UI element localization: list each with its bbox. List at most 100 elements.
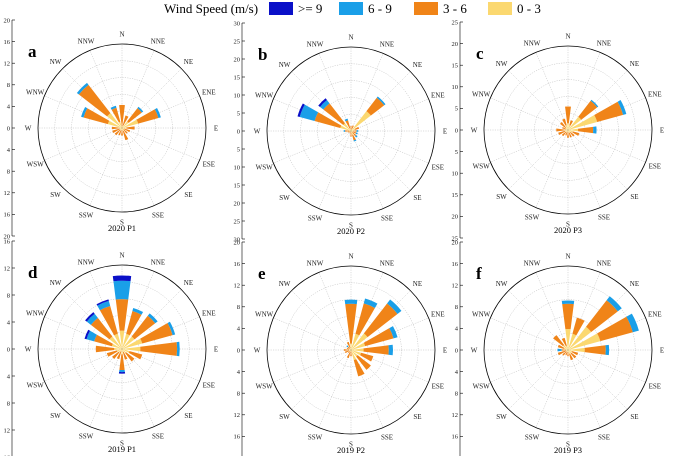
- petal-ese-bin-2: [572, 131, 580, 136]
- spoke-line: [535, 52, 569, 131]
- petal-ene-bin-2: [594, 101, 624, 123]
- outer-circle: [483, 265, 653, 435]
- petal-e-bin-2: [353, 130, 357, 132]
- radial-axis-tick-label: 4: [7, 319, 11, 326]
- petal-nne-bin-3: [568, 333, 577, 350]
- panel-caption: 2020 P2: [337, 226, 365, 236]
- radial-axis-tick-label: 25: [234, 218, 241, 225]
- petal-n-bin-2: [565, 106, 571, 124]
- petal-ssw-bin-3: [349, 350, 351, 353]
- petal-nnw-bin-2: [99, 305, 118, 336]
- direction-label-wnw: WNW: [472, 311, 491, 319]
- petal-ese-bin-2: [128, 351, 143, 360]
- petal-sse-bin-3: [351, 131, 354, 136]
- spoke-line: [567, 349, 628, 410]
- radial-axis-tick-label: 8: [7, 169, 10, 176]
- petal-ene-bin-2: [363, 328, 394, 347]
- radial-axis-tick-label: 8: [7, 82, 10, 89]
- petal-nw-bin-3: [349, 348, 351, 350]
- spoke-line: [291, 290, 352, 351]
- petal-sse-bin-3: [568, 130, 570, 133]
- petal-se-bin-2: [356, 355, 371, 370]
- petal-wnw-bin-0: [84, 329, 91, 340]
- radial-axis-tick-label: 4: [455, 326, 459, 333]
- spoke-line: [567, 290, 628, 351]
- radial-axis-tick-label: 8: [455, 391, 458, 398]
- spoke-line: [350, 290, 411, 351]
- petal-ne-bin-1: [376, 96, 386, 106]
- spoke-line: [567, 129, 628, 190]
- direction-label-ne: NE: [413, 61, 422, 69]
- petal-n-bin-2: [350, 125, 352, 131]
- direction-label-se: SE: [413, 413, 421, 421]
- legend-label-bin-1: 6 - 9: [368, 1, 392, 16]
- petal-sse-bin-1: [353, 139, 357, 142]
- radial-axis-tick-label: 10: [452, 84, 459, 91]
- petal-wsw-bin-2: [106, 350, 118, 357]
- petal-nne-bin-3: [122, 125, 124, 128]
- petal-s-bin-3: [121, 349, 123, 355]
- radial-axis-tick-label: 12: [452, 412, 459, 419]
- petal-s-bin-2: [121, 130, 123, 136]
- petal-wsw-bin-2: [347, 131, 351, 133]
- petal-nne-bin-3: [122, 333, 130, 349]
- petal-e-bin-2: [584, 345, 606, 355]
- radial-axis-tick-label: 0: [237, 347, 240, 354]
- petal-e-bin-3: [122, 127, 127, 129]
- grid-circle: [283, 63, 419, 199]
- direction-label-n: N: [565, 253, 570, 261]
- petal-nne-bin-3: [351, 129, 352, 131]
- wind-rose-panel-b: N NNE NE ENE E ESE SE SSE S SSW SW WSW W WNW NW NNW 30 25…: [234, 20, 448, 243]
- direction-label-ese: ESE: [649, 162, 661, 170]
- petal-e-bin-3: [351, 348, 364, 352]
- direction-label-ne: NE: [413, 280, 422, 288]
- petal-ssw-bin-2: [565, 351, 568, 356]
- petal-w-bin-2: [556, 128, 565, 132]
- petal-nw-bin-0: [318, 98, 327, 107]
- spoke-line: [535, 272, 569, 351]
- spoke-line: [273, 317, 352, 351]
- petal-wnw-bin-2: [346, 347, 350, 350]
- spoke-line: [567, 272, 601, 351]
- grid-circle: [517, 79, 619, 181]
- petal-ne-bin-3: [351, 111, 371, 131]
- direction-label-n: N: [348, 34, 353, 42]
- petal-n-bin-3: [567, 123, 569, 130]
- petal-se-bin-3: [351, 131, 353, 133]
- direction-label-ene: ENE: [431, 92, 445, 100]
- radial-axis-tick-label: 25: [452, 19, 459, 26]
- petal-wsw-bin-3: [564, 130, 568, 132]
- petal-wsw-bin-2: [558, 130, 566, 135]
- petal-nw-bin-1: [320, 100, 330, 110]
- petal-ese-bin-2: [571, 351, 579, 356]
- radial-axis-tick-label: 15: [452, 192, 459, 199]
- direction-label-wsw: WSW: [473, 382, 491, 390]
- radial-axis-tick-label: 8: [237, 391, 240, 398]
- direction-label-w: W: [471, 127, 478, 135]
- radial-axis-tick-label: 8: [7, 292, 10, 299]
- petal-nw-bin-2: [78, 84, 111, 117]
- panel-caption: 2019 P2: [337, 445, 365, 455]
- petal-nnw-bin-1: [344, 118, 349, 122]
- radial-axis-tick-label: 20: [452, 41, 459, 48]
- petal-se-bin-3: [351, 350, 358, 357]
- spoke-line: [121, 348, 200, 382]
- spoke-line: [567, 349, 601, 428]
- radial-axis-tick-label: 8: [7, 400, 10, 407]
- petal-ene-bin-1: [389, 326, 398, 339]
- direction-label-nw: NW: [50, 58, 62, 66]
- petal-ene-bin-3: [351, 128, 356, 131]
- spoke-line: [318, 130, 352, 209]
- petal-wsw-bin-3: [119, 128, 122, 130]
- direction-label-nw: NW: [50, 279, 62, 287]
- petal-wnw-bin-0: [297, 103, 305, 117]
- petal-nnw-bin-1: [110, 105, 117, 110]
- petal-nnw-bin-2: [345, 120, 351, 129]
- direction-label-e: E: [660, 347, 664, 355]
- petal-nw-bin-3: [343, 123, 351, 131]
- radial-axis-tick-label: 8: [455, 304, 458, 311]
- legend: Wind Speed (m/s) >= 9 6 - 9 3 - 6 0 - 3: [164, 1, 541, 16]
- petal-e-bin-3: [568, 128, 579, 132]
- petal-se-bin-3: [122, 349, 127, 354]
- petal-e-bin-2: [578, 126, 594, 134]
